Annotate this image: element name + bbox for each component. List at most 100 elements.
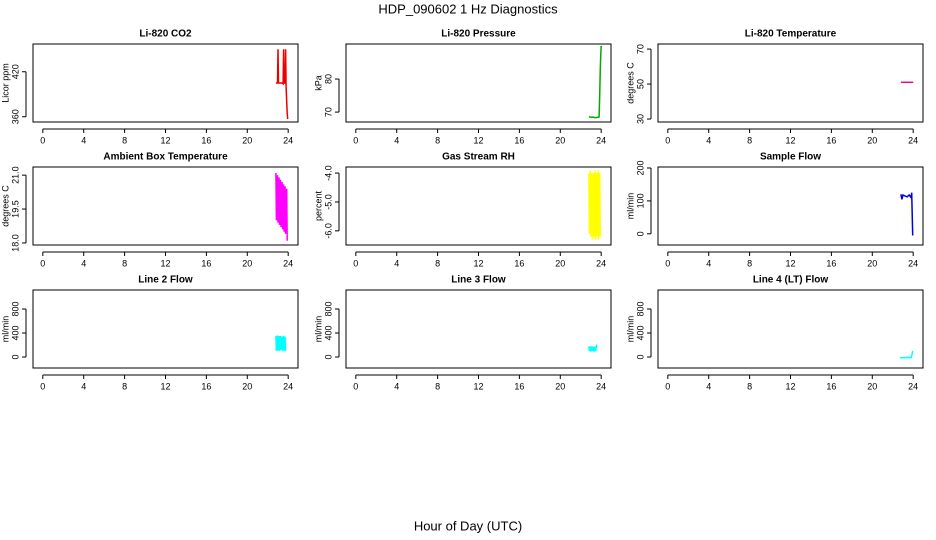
plot-frame xyxy=(32,43,299,123)
x-tick-label: 20 xyxy=(555,258,565,268)
x-tick-label: 0 xyxy=(353,135,358,145)
x-tick-label: 20 xyxy=(555,381,565,391)
panel-title: Li-820 CO2 xyxy=(139,29,192,40)
panel-title: Line 3 Flow xyxy=(451,275,506,286)
y-axis-title: ml/min xyxy=(625,193,635,220)
x-tick-label: 16 xyxy=(514,381,524,391)
y-tick-label: 400 xyxy=(323,326,333,341)
x-tick-label: 16 xyxy=(201,381,211,391)
x-axis-title: Hour of Day (UTC) xyxy=(414,518,522,533)
x-tick-label: 8 xyxy=(122,258,127,268)
x-tick-label: 4 xyxy=(81,135,86,145)
plot-frame xyxy=(345,166,612,246)
x-tick-label: 12 xyxy=(473,381,483,391)
y-tick-label: -4.0 xyxy=(323,165,333,181)
x-tick-label: 16 xyxy=(826,135,836,145)
plot-frame xyxy=(32,289,299,369)
y-tick-label: 70 xyxy=(323,107,333,117)
y-tick-label: 0 xyxy=(10,355,20,360)
x-tick-label: 24 xyxy=(596,135,606,145)
x-tick-label: 24 xyxy=(283,135,293,145)
plot-frame xyxy=(657,43,924,123)
y-tick-label: 80 xyxy=(323,74,333,84)
x-tick-label: 8 xyxy=(747,258,752,268)
x-tick-label: 20 xyxy=(867,135,877,145)
y-tick-label: 0 xyxy=(635,231,645,236)
y-tick-label: -6.0 xyxy=(323,223,333,239)
series-line xyxy=(899,350,914,359)
y-axis-title: percent xyxy=(313,190,323,221)
plot-frame xyxy=(32,166,299,246)
x-tick-label: 20 xyxy=(867,381,877,391)
panel-title: Line 4 (LT) Flow xyxy=(753,275,829,286)
x-tick-label: 12 xyxy=(473,135,483,145)
panel-title: Sample Flow xyxy=(760,152,821,163)
y-tick-label: 18.0 xyxy=(10,234,20,252)
x-tick-label: 0 xyxy=(665,381,670,391)
y-tick-label: 70 xyxy=(635,44,645,54)
y-tick-label: 420 xyxy=(10,64,20,79)
x-tick-label: 24 xyxy=(596,258,606,268)
y-tick-label: 50 xyxy=(635,79,645,89)
series-line xyxy=(588,343,598,352)
y-tick-label: -5.0 xyxy=(323,194,333,210)
x-tick-label: 0 xyxy=(353,381,358,391)
y-tick-label: 360 xyxy=(10,109,20,124)
y-tick-label: 400 xyxy=(635,326,645,341)
x-tick-label: 24 xyxy=(908,135,918,145)
x-tick-label: 8 xyxy=(122,135,127,145)
x-tick-label: 0 xyxy=(665,258,670,268)
x-tick-label: 12 xyxy=(785,381,795,391)
x-tick-label: 16 xyxy=(826,258,836,268)
x-tick-label: 8 xyxy=(435,135,440,145)
x-tick-label: 20 xyxy=(867,258,877,268)
x-tick-label: 12 xyxy=(785,135,795,145)
plot-frame xyxy=(345,289,612,369)
x-tick-label: 8 xyxy=(435,258,440,268)
series-line xyxy=(588,45,602,119)
x-tick-label: 4 xyxy=(706,381,711,391)
x-tick-label: 20 xyxy=(555,135,565,145)
x-tick-label: 12 xyxy=(473,258,483,268)
series-line xyxy=(900,192,914,236)
page-title: HDP_090602 1 Hz Diagnostics xyxy=(378,1,558,16)
y-tick-label: 800 xyxy=(635,302,645,317)
x-tick-label: 4 xyxy=(706,258,711,268)
x-tick-label: 8 xyxy=(435,381,440,391)
x-tick-label: 24 xyxy=(908,258,918,268)
x-tick-label: 16 xyxy=(201,258,211,268)
y-axis-title: kPa xyxy=(313,75,323,91)
x-tick-label: 0 xyxy=(40,381,45,391)
x-tick-label: 8 xyxy=(747,135,752,145)
y-tick-label: 0 xyxy=(635,355,645,360)
plot-frame xyxy=(657,289,924,369)
x-tick-label: 12 xyxy=(160,381,170,391)
panel-title: Gas Stream RH xyxy=(442,152,515,163)
x-tick-label: 4 xyxy=(81,258,86,268)
x-tick-label: 24 xyxy=(596,381,606,391)
y-tick-label: 30 xyxy=(635,114,645,124)
panel-title: Li-820 Pressure xyxy=(441,29,516,40)
x-tick-label: 20 xyxy=(242,258,252,268)
series-line xyxy=(275,335,287,352)
x-tick-label: 4 xyxy=(81,381,86,391)
y-axis-title: ml/min xyxy=(313,316,323,343)
y-axis-title: degrees C xyxy=(0,185,10,227)
plot-frame xyxy=(657,166,924,246)
x-tick-label: 4 xyxy=(706,135,711,145)
x-tick-label: 16 xyxy=(514,135,524,145)
series-line xyxy=(275,172,288,241)
series-line xyxy=(588,170,601,240)
y-tick-label: 800 xyxy=(10,302,20,317)
x-tick-label: 12 xyxy=(160,258,170,268)
y-axis-title: Licor ppm xyxy=(0,63,10,103)
panel-title: Line 2 Flow xyxy=(138,275,193,286)
y-tick-label: 400 xyxy=(10,326,20,341)
x-tick-label: 12 xyxy=(160,135,170,145)
x-tick-label: 24 xyxy=(908,381,918,391)
y-axis-title: ml/min xyxy=(625,316,635,343)
plot-frame xyxy=(345,43,612,123)
x-tick-label: 20 xyxy=(242,135,252,145)
x-tick-label: 0 xyxy=(665,135,670,145)
